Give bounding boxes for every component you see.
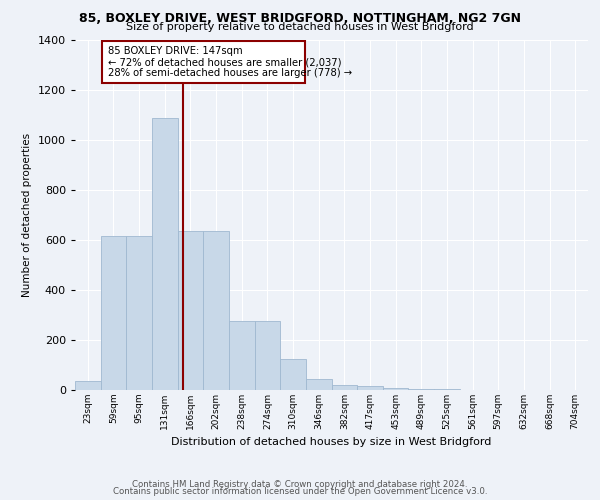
Bar — [280, 359, 306, 390]
Bar — [178, 231, 203, 390]
Bar — [203, 231, 229, 390]
X-axis label: Distribution of detached houses by size in West Bridgford: Distribution of detached houses by size … — [172, 438, 491, 448]
Bar — [306, 379, 331, 390]
Bar — [101, 236, 127, 390]
Bar — [102, 42, 305, 82]
Bar — [357, 386, 383, 390]
Bar — [75, 381, 101, 390]
Text: Size of property relative to detached houses in West Bridgford: Size of property relative to detached ho… — [126, 22, 474, 32]
Text: Contains HM Land Registry data © Crown copyright and database right 2024.: Contains HM Land Registry data © Crown c… — [132, 480, 468, 489]
Bar — [127, 236, 152, 390]
Bar — [409, 389, 434, 390]
Bar — [434, 389, 460, 390]
Text: 85 BOXLEY DRIVE: 147sqm: 85 BOXLEY DRIVE: 147sqm — [109, 46, 243, 56]
Bar — [383, 388, 409, 390]
Y-axis label: Number of detached properties: Number of detached properties — [22, 133, 32, 297]
Text: ← 72% of detached houses are smaller (2,037): ← 72% of detached houses are smaller (2,… — [109, 58, 342, 68]
Bar — [331, 385, 357, 390]
Bar — [152, 118, 178, 390]
Bar — [254, 322, 280, 390]
Text: 28% of semi-detached houses are larger (778) →: 28% of semi-detached houses are larger (… — [109, 68, 352, 78]
Bar — [229, 322, 254, 390]
Text: 85, BOXLEY DRIVE, WEST BRIDGFORD, NOTTINGHAM, NG2 7GN: 85, BOXLEY DRIVE, WEST BRIDGFORD, NOTTIN… — [79, 12, 521, 26]
Text: Contains public sector information licensed under the Open Government Licence v3: Contains public sector information licen… — [113, 487, 487, 496]
